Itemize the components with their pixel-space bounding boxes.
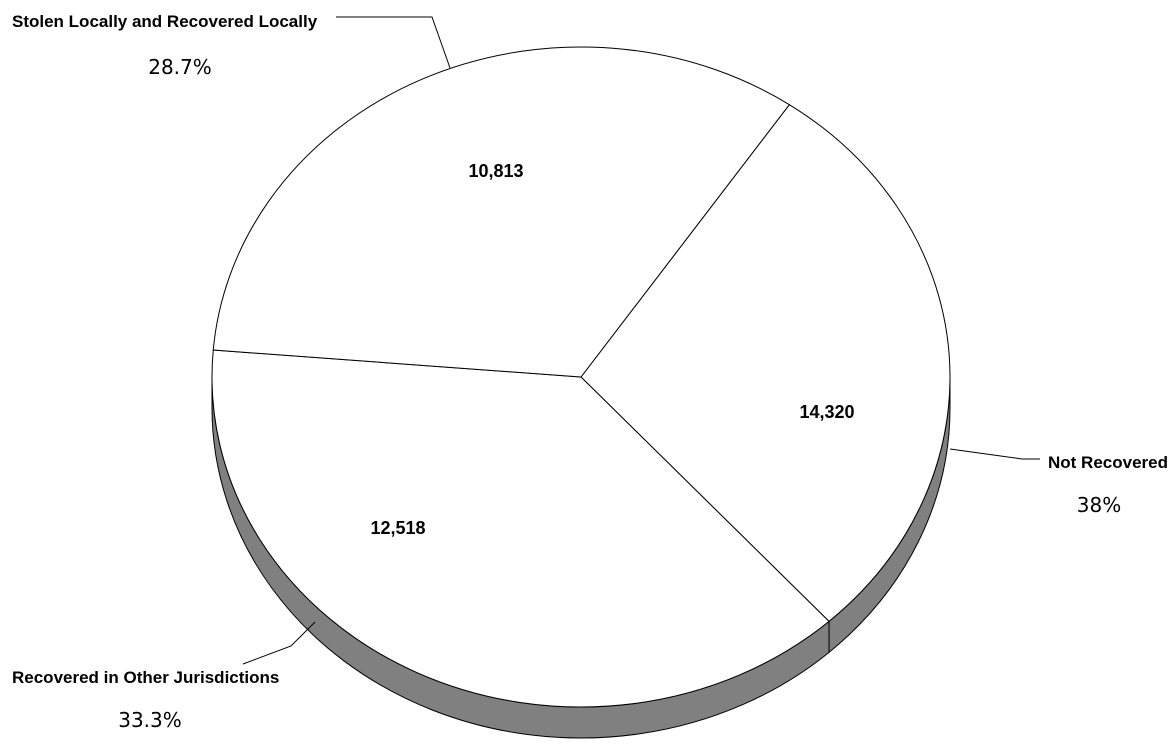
- leader-line-stolen-locally: [336, 16, 451, 69]
- slice-percent-other-jurisdictions: 33.3%: [118, 708, 182, 732]
- slice-value-other-jurisdictions: 12,518: [370, 518, 425, 538]
- slice-value-not-recovered: 14,320: [799, 402, 854, 422]
- slice-value-stolen-locally: 10,813: [468, 161, 523, 181]
- slice-label-other-jurisdictions: Recovered in Other Jurisdictions: [12, 668, 279, 687]
- slice-label-stolen-locally: Stolen Locally and Recovered Locally: [12, 12, 318, 31]
- pie-face: [211, 46, 951, 708]
- pie-slice-other-jurisdictions: [212, 46, 791, 378]
- pie-slice-not-recovered: [211, 349, 830, 708]
- slice-percent-not-recovered: 38%: [1077, 493, 1121, 517]
- slice-label-not-recovered: Not Recovered: [1048, 453, 1168, 472]
- leader-line-other-jurisdictions: [242, 621, 316, 665]
- slice-percent-stolen-locally: 28.7%: [148, 55, 212, 79]
- leader-line-not-recovered: [949, 448, 1040, 460]
- leader-lines: [242, 16, 1040, 665]
- pie-slice-stolen-locally: [580, 103, 951, 623]
